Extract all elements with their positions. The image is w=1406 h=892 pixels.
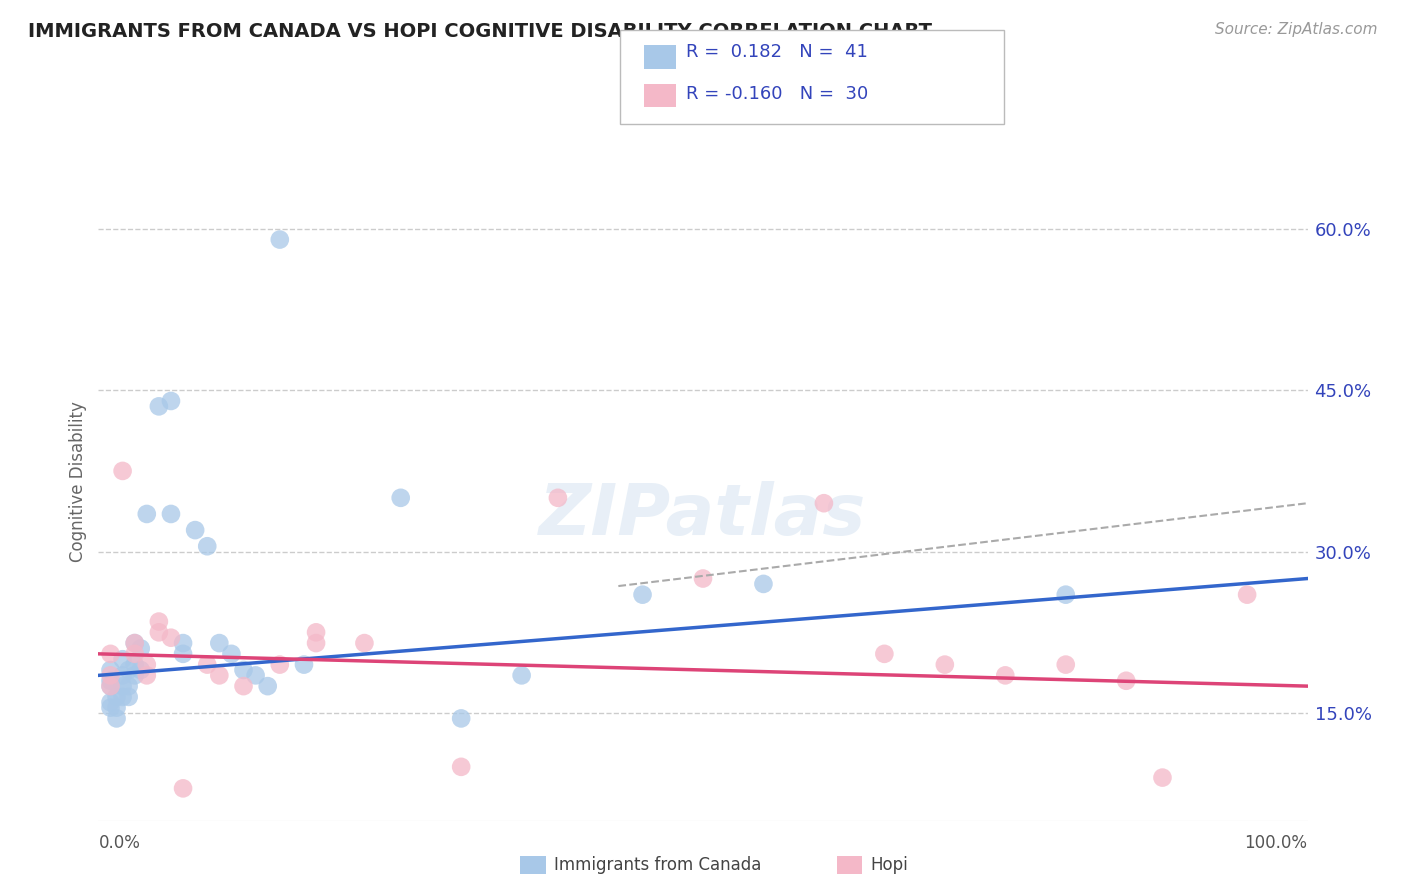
Point (124, 657, 146, 672)
Point (118, 690, 141, 704)
Point (100, 700, 122, 714)
Point (1115, 673, 1137, 688)
Point (129, 641, 152, 656)
Point (160, 631, 183, 645)
Point (100, 695, 122, 709)
Text: ZIPatlas: ZIPatlas (540, 481, 866, 550)
Point (195, 657, 218, 672)
Point (692, 572, 714, 586)
Point (232, 679, 254, 693)
Point (111, 690, 134, 704)
Point (752, 577, 775, 591)
Point (934, 657, 956, 672)
Point (269, 657, 291, 672)
Point (105, 700, 128, 714)
Point (100, 673, 122, 688)
Point (631, 588, 654, 602)
Point (184, 523, 207, 537)
Point (148, 400, 170, 414)
Point (245, 668, 267, 682)
Point (135, 657, 157, 672)
Point (105, 690, 128, 704)
Point (873, 647, 896, 661)
Point (100, 668, 122, 682)
Point (450, 760, 472, 774)
Point (172, 636, 194, 650)
Point (105, 711, 128, 725)
Point (148, 625, 170, 640)
Text: IMMIGRANTS FROM CANADA VS HOPI COGNITIVE DISABILITY CORRELATION CHART: IMMIGRANTS FROM CANADA VS HOPI COGNITIVE… (28, 22, 932, 41)
Point (100, 679, 122, 693)
Point (172, 781, 194, 796)
Text: 100.0%: 100.0% (1244, 834, 1308, 852)
Point (124, 636, 146, 650)
Text: Immigrants from Canada: Immigrants from Canada (554, 856, 761, 874)
Point (813, 496, 835, 510)
Point (172, 647, 194, 661)
Point (148, 615, 170, 629)
Point (994, 668, 1017, 682)
Point (450, 711, 472, 725)
Text: 0.0%: 0.0% (98, 834, 141, 852)
Point (208, 636, 231, 650)
Point (118, 679, 141, 693)
Point (111, 679, 134, 693)
Point (256, 679, 278, 693)
Point (1236, 588, 1258, 602)
Point (124, 636, 146, 650)
Point (111, 652, 134, 666)
Y-axis label: Cognitive Disability: Cognitive Disability (69, 401, 87, 562)
Point (221, 647, 243, 661)
Point (292, 657, 315, 672)
Point (135, 668, 157, 682)
Point (118, 663, 141, 677)
Point (208, 668, 231, 682)
Point (547, 491, 569, 505)
Point (124, 668, 146, 682)
Point (353, 636, 375, 650)
Point (100, 663, 122, 677)
Point (100, 647, 122, 661)
Text: R = -0.160   N =  30: R = -0.160 N = 30 (686, 85, 869, 103)
Point (305, 625, 328, 640)
Text: R =  0.182   N =  41: R = 0.182 N = 41 (686, 43, 868, 61)
Text: Source: ZipAtlas.com: Source: ZipAtlas.com (1215, 22, 1378, 37)
Point (1054, 588, 1077, 602)
Point (305, 636, 328, 650)
Point (1054, 657, 1077, 672)
Point (269, 233, 291, 247)
Point (111, 668, 134, 682)
Point (100, 679, 122, 693)
Point (135, 507, 157, 521)
Point (195, 539, 218, 553)
Point (111, 464, 134, 478)
Point (1152, 771, 1174, 785)
Point (389, 491, 412, 505)
Point (510, 668, 533, 682)
Point (232, 663, 254, 677)
Point (129, 663, 152, 677)
Text: Hopi: Hopi (870, 856, 908, 874)
Point (160, 394, 183, 409)
Point (160, 507, 183, 521)
Point (124, 647, 146, 661)
